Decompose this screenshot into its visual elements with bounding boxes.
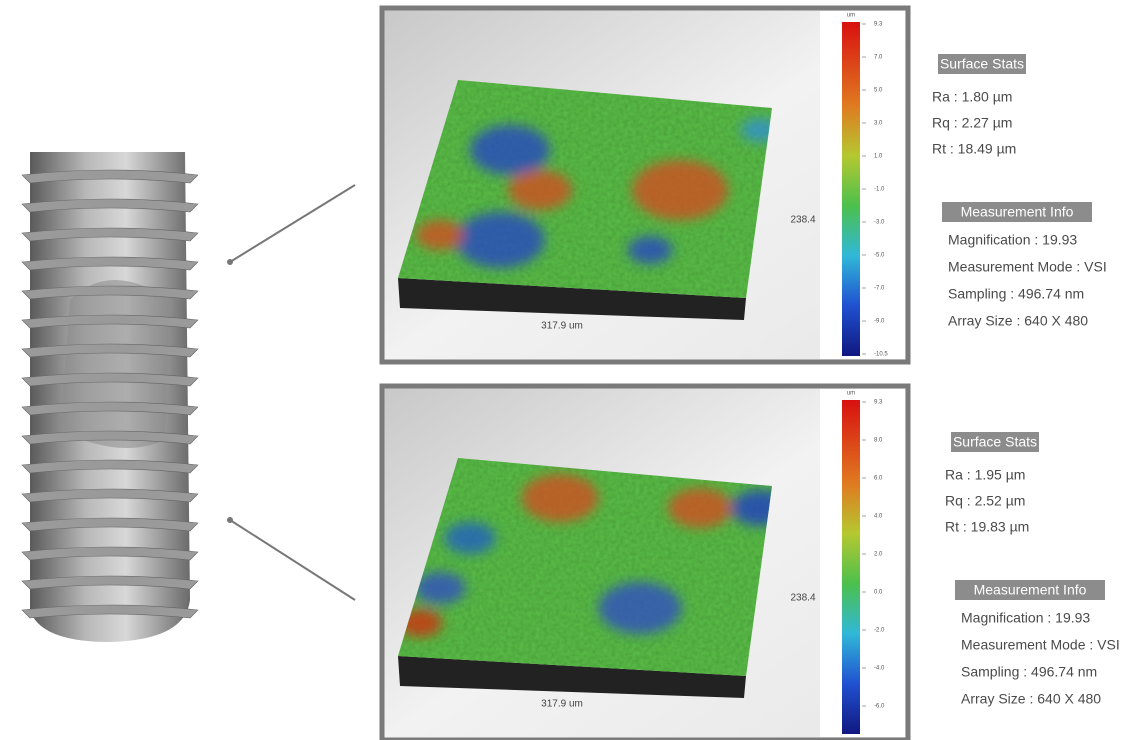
stat-line: Ra : 1.80 µm <box>932 89 1012 105</box>
connector-dot <box>227 259 233 265</box>
surface-blob <box>414 572 465 604</box>
surface-blob <box>455 212 545 268</box>
scale-area <box>820 11 905 359</box>
surface-blob <box>416 220 464 250</box>
scale-area <box>820 389 905 737</box>
width-label: 317.9 um <box>541 321 583 332</box>
color-bar <box>842 400 860 734</box>
profile-panel: um 9.3 8.0 6.0 4.0 2.0 0.0 -2.0 -4.0 -6.0 317.9 um… <box>382 386 1120 740</box>
section-title: Measurement Info <box>974 582 1087 598</box>
connector-dot <box>227 517 233 523</box>
surface-blob <box>628 236 673 264</box>
info-line: Sampling : 496.74 nm <box>948 286 1084 302</box>
scale-label: 5.0 <box>874 88 883 94</box>
info-line: Magnification : 19.93 <box>948 232 1077 248</box>
scale-label: -9.0 <box>874 319 885 325</box>
width-label: 317.9 um <box>541 699 583 710</box>
info-line: Array Size : 640 X 480 <box>948 313 1088 329</box>
connector <box>230 185 355 262</box>
scale-unit: um <box>847 13 855 19</box>
surface-blob <box>470 125 550 175</box>
section-title: Surface Stats <box>940 56 1024 72</box>
scale-unit: um <box>847 391 855 397</box>
surface-blob <box>444 522 495 554</box>
scale-label: -10.5 <box>874 352 888 358</box>
scale-label: 3.0 <box>874 121 883 127</box>
surface-blob <box>632 160 728 220</box>
scale-label: 8.0 <box>874 438 883 444</box>
scale-label: -5.0 <box>874 253 885 259</box>
stat-line: Rq : 2.27 µm <box>932 115 1012 131</box>
stat-line: Ra : 1.95 µm <box>945 467 1025 483</box>
surface-blob <box>508 170 572 210</box>
implant <box>22 152 198 642</box>
stat-line: Rt : 18.49 µm <box>932 141 1016 157</box>
connector <box>230 520 355 600</box>
surface-blob <box>598 582 681 634</box>
scale-label: 7.0 <box>874 55 883 61</box>
scale-label: -6.0 <box>874 704 885 710</box>
scale-label: -2.0 <box>874 628 885 634</box>
height-label: 238.4 <box>790 215 815 226</box>
scale-label: 2.0 <box>874 552 883 558</box>
surface-blob <box>522 474 599 522</box>
stat-line: Rt : 19.83 µm <box>945 519 1029 535</box>
stat-line: Rq : 2.52 µm <box>945 493 1025 509</box>
scale-label: -7.0 <box>874 286 885 292</box>
info-line: Array Size : 640 X 480 <box>961 691 1101 707</box>
info-line: Measurement Mode : VSI <box>948 259 1107 275</box>
scale-label: 0.0 <box>874 590 883 596</box>
scale-label: 4.0 <box>874 514 883 520</box>
height-label: 238.4 <box>790 593 815 604</box>
section-title: Surface Stats <box>953 434 1037 450</box>
scale-label: 1.0 <box>874 154 883 160</box>
scale-label: -4.0 <box>874 666 885 672</box>
surface-blob <box>668 488 732 528</box>
scale-label: 9.3 <box>874 22 883 28</box>
scale-label: 6.0 <box>874 476 883 482</box>
profile-panel: um 9.3 7.0 5.0 3.0 1.0 -1.0 -3.0 -5.0 -7.0 -9.0 -10… <box>382 8 1107 362</box>
info-line: Sampling : 496.74 nm <box>961 664 1097 680</box>
color-bar <box>842 22 860 356</box>
scale-label: -3.0 <box>874 220 885 226</box>
section-title: Measurement Info <box>961 204 1074 220</box>
page: um 9.3 7.0 5.0 3.0 1.0 -1.0 -3.0 -5.0 -7.0 -9.0 -10… <box>0 0 1136 740</box>
info-line: Measurement Mode : VSI <box>961 637 1120 653</box>
scale-label: -1.0 <box>874 187 885 193</box>
implant-porous <box>60 280 170 448</box>
info-line: Magnification : 19.93 <box>961 610 1090 626</box>
scale-label: 9.3 <box>874 400 883 406</box>
